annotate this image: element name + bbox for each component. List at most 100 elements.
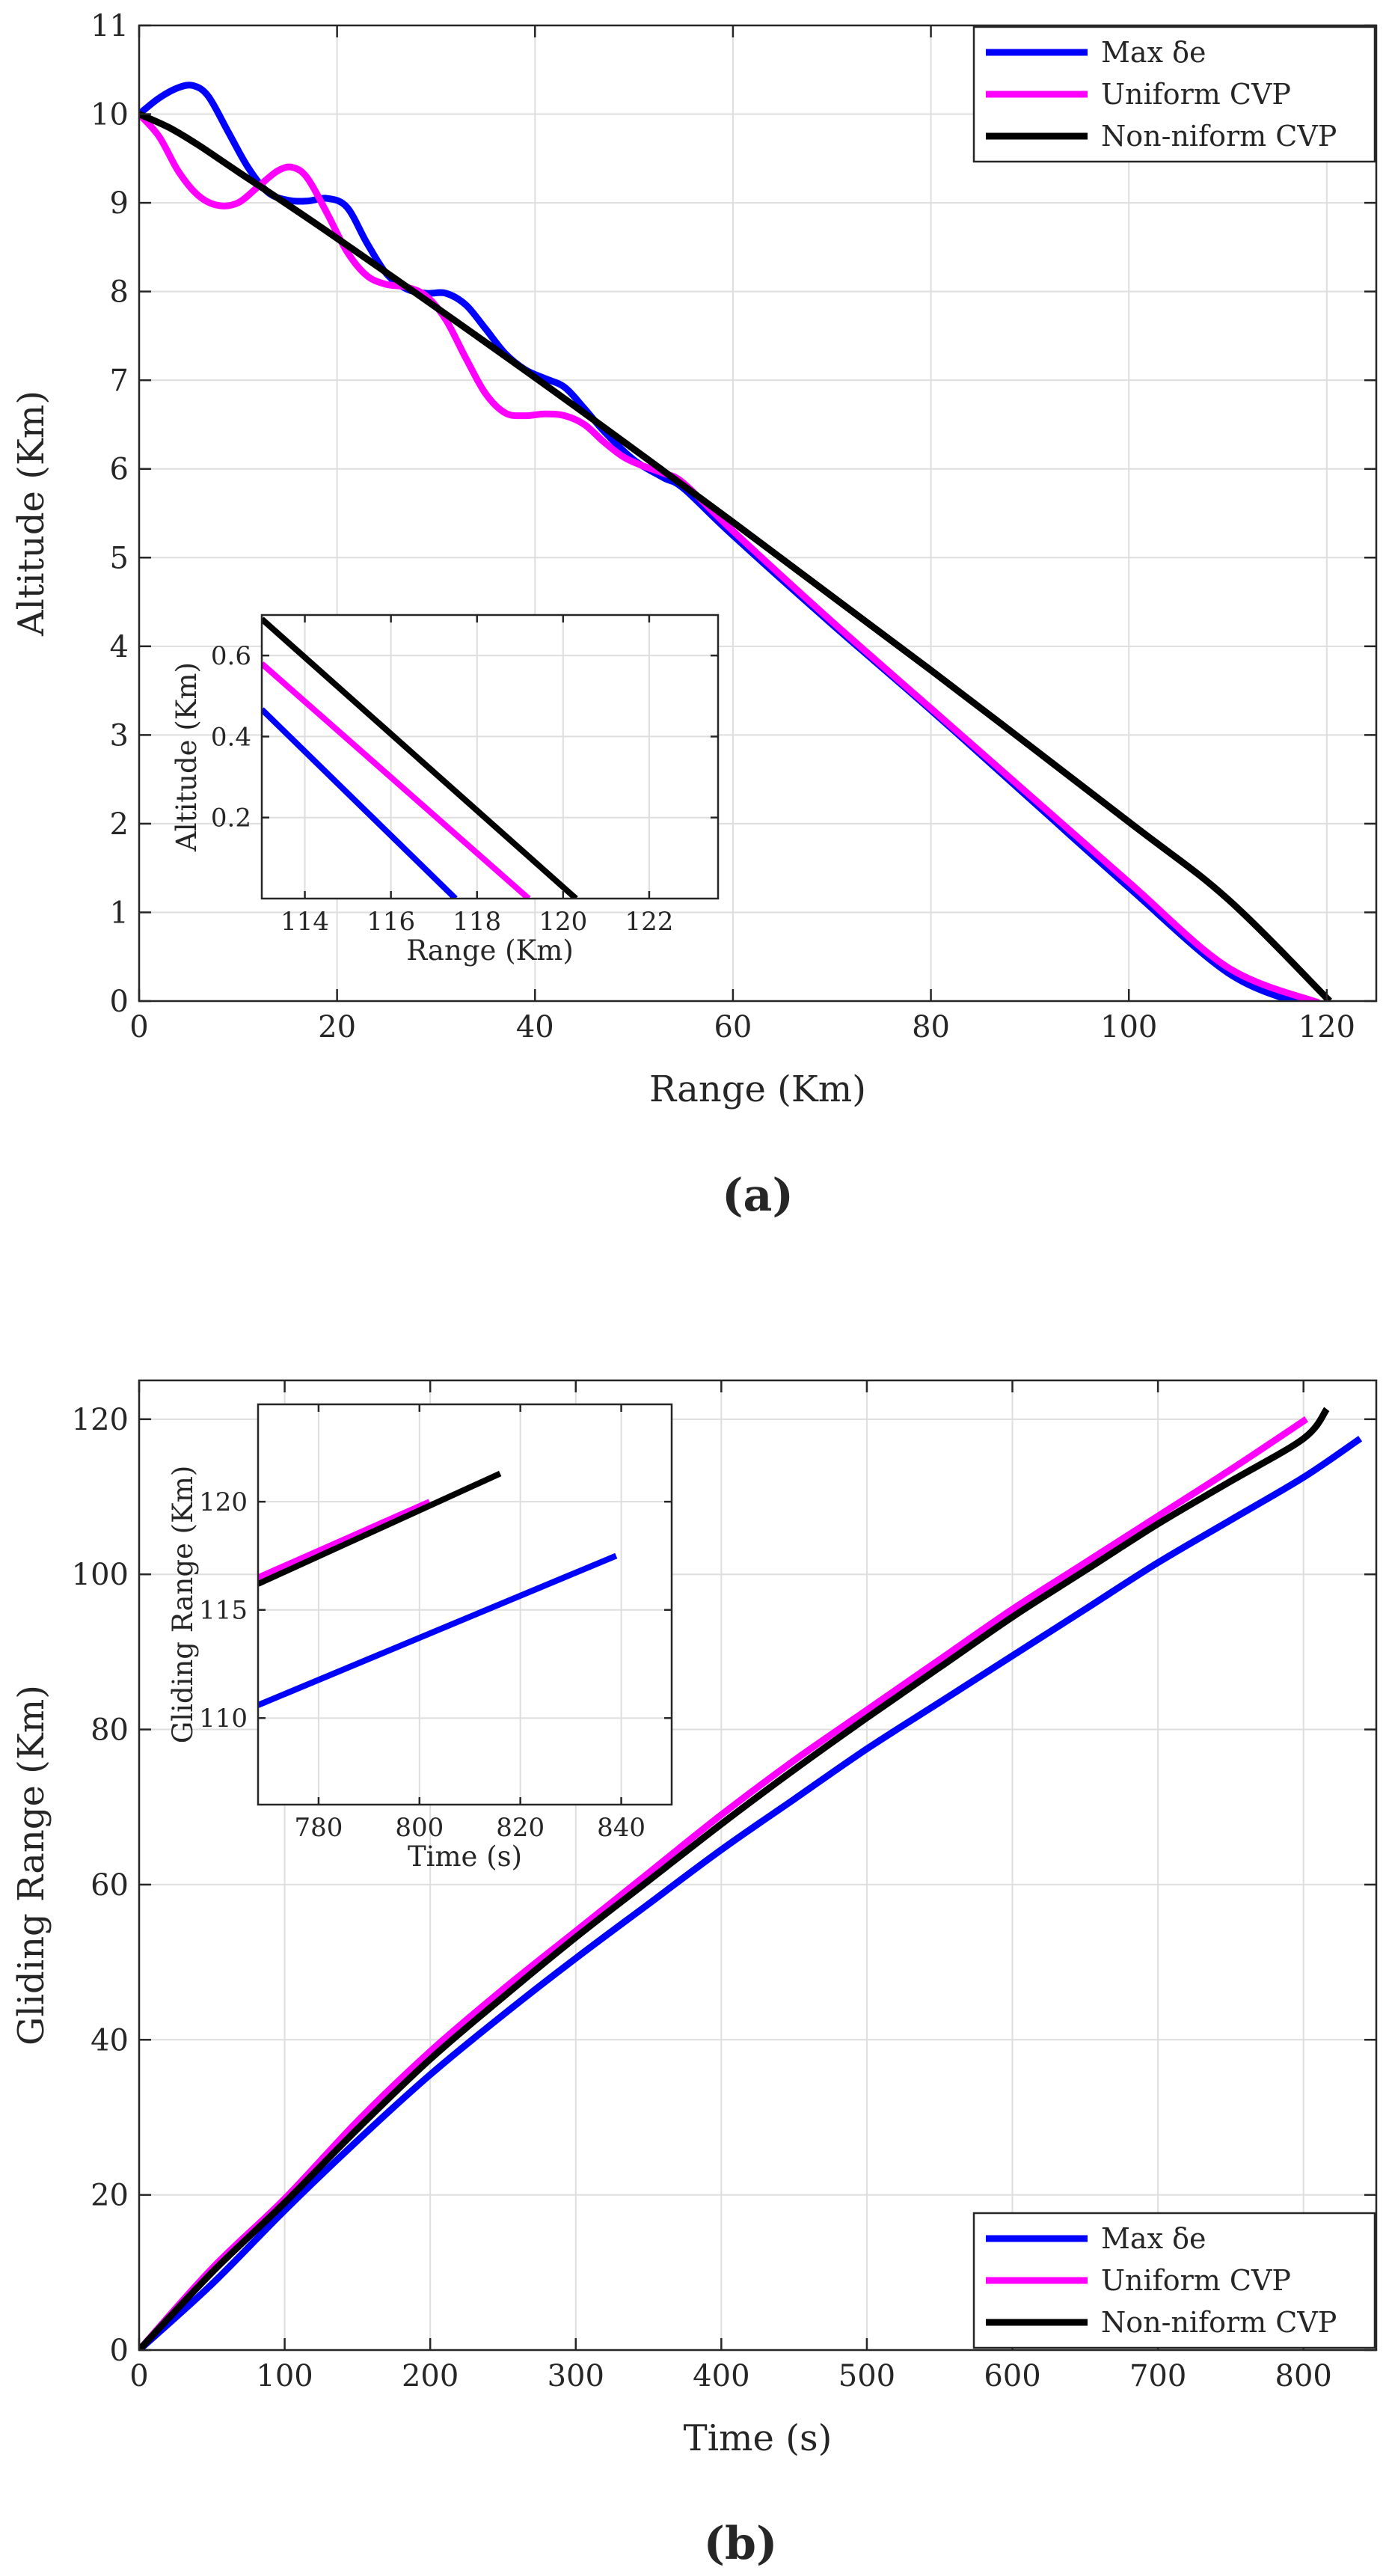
panel-b-y-tick-label: 0 bbox=[110, 2334, 129, 2368]
panel-a-inset-series-line-non-niform-cvp bbox=[262, 617, 578, 899]
panel-a-ticks: 0 20 40 60 80 100 120 0 1 2 3 4 5 6 7 8 9 10 11 bbox=[91, 9, 1376, 1044]
panel-b-inset-x-tick-label: 780 bbox=[294, 1813, 343, 1843]
panel-a-y-tick-label: 10 bbox=[91, 98, 129, 132]
panel-a-inset-x-tick-label: 114 bbox=[280, 907, 329, 937]
panel-b-x-tick-label: 400 bbox=[693, 2359, 749, 2393]
panel-a-series-line-uniform-cvp bbox=[139, 111, 1320, 1001]
panel-b-y-tick-label: 100 bbox=[72, 1558, 129, 1592]
panel-b-gliding-range-vs-time: 0 100 200 300 400 500 600 700 800 0 20 40 60 80 100 120… bbox=[10, 1379, 1378, 2570]
panel-b-y-tick-label: 60 bbox=[91, 1868, 129, 1903]
panel-b-x-tick-label: 700 bbox=[1129, 2359, 1186, 2393]
panel-a-y-tick-label: 1 bbox=[110, 896, 129, 930]
panel-b-inset-y-tick-label: 120 bbox=[199, 1487, 248, 1517]
panel-b-inset-series-line-max-e bbox=[258, 1552, 618, 1708]
panel-a-inset-x-tick-label: 118 bbox=[453, 907, 501, 937]
panel-b-legend-label: Uniform CVP bbox=[1101, 2264, 1291, 2297]
panel-a-series-group bbox=[139, 82, 1332, 1001]
panel-a-inset-x-tick-label: 116 bbox=[367, 907, 415, 937]
panel-b-x-tick-label: 100 bbox=[256, 2359, 313, 2393]
panel-a-inset-ticks: 114 116 118 120 122 0.2 0.4 0.6 bbox=[211, 615, 718, 937]
panel-a-y-tick-label: 3 bbox=[110, 718, 129, 753]
panel-a-x-tick-label: 20 bbox=[318, 1010, 356, 1044]
panel-b-y-tick-label: 120 bbox=[72, 1403, 129, 1437]
panel-a-altitude-vs-range: 0 20 40 60 80 100 120 0 1 2 3 4 5 6 7 8 9 10 11 Range (Km) A… bbox=[10, 9, 1378, 1222]
panel-b-x-axis-label: Time (s) bbox=[684, 2417, 832, 2459]
panel-a-x-tick-label: 60 bbox=[714, 1010, 752, 1044]
panel-a-y-tick-label: 8 bbox=[110, 275, 129, 310]
panel-a-inset-x-tick-label: 120 bbox=[539, 907, 587, 937]
panel-b-legend: Max δe Uniform CVP Non-niform CVP bbox=[972, 2212, 1376, 2349]
panel-b-x-tick-label: 800 bbox=[1275, 2359, 1332, 2393]
panel-a-inset-series-group bbox=[262, 617, 578, 899]
panel-a-y-tick-label: 4 bbox=[110, 630, 129, 664]
panel-a-caption: (a) bbox=[722, 1169, 794, 1222]
panel-a-y-tick-label: 11 bbox=[91, 9, 129, 43]
panel-a-inset-y-axis-label: Altitude (Km) bbox=[171, 662, 203, 852]
panel-a-x-tick-label: 120 bbox=[1298, 1010, 1355, 1044]
panel-b-x-tick-label: 500 bbox=[838, 2359, 895, 2393]
panel-a-inset-y-tick-label: 0.6 bbox=[211, 641, 251, 671]
panel-a-inset: 114 116 118 120 122 0.2 0.4 0.6 Range (Km) Altitu… bbox=[171, 614, 720, 967]
panel-b-inset-background bbox=[258, 1404, 672, 1805]
panel-a-x-tick-label: 100 bbox=[1100, 1010, 1157, 1044]
panel-b-x-tick-label: 200 bbox=[402, 2359, 459, 2393]
panel-a-x-axis-label: Range (Km) bbox=[649, 1068, 866, 1110]
panel-a-y-tick-label: 7 bbox=[110, 364, 129, 398]
panel-b-series-group bbox=[139, 1407, 1363, 2350]
panel-b-inset-x-axis-label: Time (s) bbox=[408, 1841, 522, 1873]
panel-b-series-line-uniform-cvp bbox=[139, 1416, 1309, 2350]
panel-a-inset-y-tick-label: 0.2 bbox=[211, 804, 251, 833]
panel-b-inset-x-tick-label: 820 bbox=[496, 1813, 545, 1843]
panel-b-inset-series-line-non-niform-cvp bbox=[258, 1470, 502, 1587]
panel-a-inset-x-tick-label: 122 bbox=[625, 907, 673, 937]
panel-a-x-tick-label: 40 bbox=[516, 1010, 554, 1044]
panel-a-inset-background bbox=[262, 615, 718, 899]
panel-a-inset-axes-frame bbox=[260, 614, 720, 900]
panel-b-ticks: 0 100 200 300 400 500 600 700 800 0 20 40 60 80 100 120 bbox=[72, 1380, 1376, 2393]
panel-a-y-tick-label: 0 bbox=[110, 985, 129, 1019]
panel-b-inset-y-tick-label: 110 bbox=[199, 1704, 248, 1734]
panel-a-inset-x-axis-label: Range (Km) bbox=[406, 934, 574, 967]
panel-a-y-tick-label: 2 bbox=[110, 807, 129, 842]
panel-a-inset-series-line-max-e bbox=[262, 707, 458, 899]
panel-b-caption: (b) bbox=[704, 2518, 778, 2570]
panel-a-legend: Max δe Uniform CVP Non-niform CVP bbox=[972, 25, 1376, 163]
panel-b-x-tick-label: 600 bbox=[984, 2359, 1040, 2393]
panel-b-inset-gridlines bbox=[258, 1404, 672, 1805]
panel-b-inset-x-tick-label: 800 bbox=[395, 1813, 444, 1843]
panel-b-inset-axes-frame bbox=[257, 1403, 673, 1806]
panel-b-inset-y-tick-label: 115 bbox=[199, 1596, 248, 1626]
panel-b-inset: 780 800 820 840 110 115 120 Time (s) Gliding Ran… bbox=[167, 1403, 673, 1873]
panel-a-inset-y-tick-label: 0.4 bbox=[211, 722, 251, 752]
panel-b-y-tick-label: 80 bbox=[91, 1713, 129, 1748]
panel-b-legend-label: Non-niform CVP bbox=[1101, 2306, 1337, 2339]
panel-b-inset-series-group bbox=[258, 1470, 618, 1708]
panel-b-inset-x-tick-label: 840 bbox=[597, 1813, 646, 1843]
panel-a-x-tick-label: 80 bbox=[912, 1010, 950, 1044]
panel-a-inset-series-line-uniform-cvp bbox=[262, 661, 531, 899]
panel-b-legend-label: Max δe bbox=[1101, 2222, 1206, 2255]
panel-b-inset-ticks: 780 800 820 840 110 115 120 bbox=[199, 1404, 672, 1843]
panel-b-y-tick-label: 20 bbox=[91, 2179, 129, 2213]
panel-b-x-tick-label: 0 bbox=[129, 2359, 148, 2393]
panel-b-inset-series-line-uniform-cvp bbox=[258, 1499, 431, 1581]
panel-b-series-line-max-e bbox=[139, 1436, 1363, 2350]
panel-a-axes-frame bbox=[138, 24, 1378, 1003]
panel-b-series-line-non-niform-cvp bbox=[139, 1407, 1330, 2350]
panel-b-y-axis-label: Gliding Range (Km) bbox=[10, 1685, 52, 2046]
panel-a-legend-label: Non-niform CVP bbox=[1101, 120, 1337, 153]
panel-a-gridlines bbox=[139, 25, 1376, 1001]
panel-a-y-tick-label: 9 bbox=[110, 186, 129, 221]
panel-b-x-tick-label: 300 bbox=[548, 2359, 604, 2393]
panel-a-series-line-non-niform-cvp bbox=[139, 111, 1332, 1001]
panel-b-inset-y-axis-label: Gliding Range (Km) bbox=[167, 1466, 199, 1744]
panel-a-legend-label: Uniform CVP bbox=[1101, 78, 1291, 111]
panel-a-y-tick-label: 5 bbox=[110, 541, 129, 575]
panel-b-axes-frame bbox=[138, 1379, 1378, 2352]
panel-a-y-tick-label: 6 bbox=[110, 453, 129, 487]
panel-b-y-tick-label: 40 bbox=[91, 2023, 129, 2058]
panel-a-legend-label: Max δe bbox=[1101, 36, 1206, 69]
panel-a-x-tick-label: 0 bbox=[129, 1010, 148, 1044]
panel-a-y-axis-label: Altitude (Km) bbox=[10, 391, 52, 637]
